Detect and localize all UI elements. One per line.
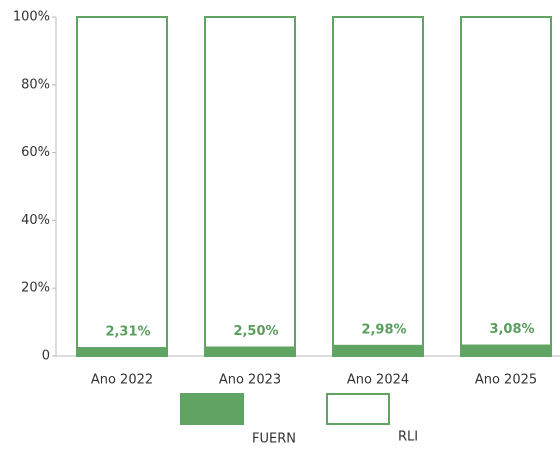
legend-swatch bbox=[180, 393, 244, 425]
y-tick-label: 20% bbox=[21, 281, 50, 296]
bar-segment bbox=[76, 16, 168, 350]
value-label: 2,50% bbox=[233, 324, 278, 339]
bar-segment bbox=[204, 16, 296, 349]
y-tick-label: 40% bbox=[21, 213, 50, 228]
bar-segment bbox=[76, 347, 168, 357]
legend-label: FUERN bbox=[252, 432, 296, 447]
bar-segment bbox=[460, 344, 552, 358]
bar-segment bbox=[332, 344, 424, 357]
value-label: 3,08% bbox=[489, 322, 534, 337]
bar-segment bbox=[332, 16, 424, 347]
bar-segment bbox=[204, 346, 296, 357]
y-tick-label: 100% bbox=[13, 10, 50, 25]
legend-swatch bbox=[326, 393, 390, 425]
x-tick-label: Ano 2024 bbox=[347, 373, 409, 388]
x-tick-label: Ano 2025 bbox=[475, 373, 537, 388]
bar-segment bbox=[460, 16, 552, 347]
x-tick-label: Ano 2023 bbox=[219, 373, 281, 388]
y-tick-label: 0 bbox=[42, 349, 50, 364]
x-tick-label: Ano 2022 bbox=[91, 373, 153, 388]
value-label: 2,98% bbox=[361, 322, 406, 337]
value-label: 2,31% bbox=[105, 325, 150, 340]
y-tick-label: 80% bbox=[21, 77, 50, 92]
y-tick-label: 60% bbox=[21, 145, 50, 160]
legend-label: RLI bbox=[398, 430, 418, 445]
